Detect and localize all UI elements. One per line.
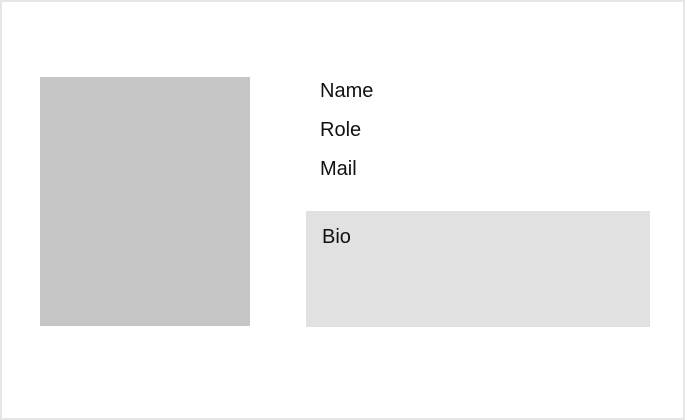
- profile-photo-placeholder: [40, 77, 250, 326]
- name-label: Name: [320, 80, 374, 102]
- mail-label: Mail: [320, 158, 357, 180]
- bio-box: Bio: [306, 211, 650, 327]
- bio-label: Bio: [322, 226, 351, 248]
- role-label: Role: [320, 119, 362, 141]
